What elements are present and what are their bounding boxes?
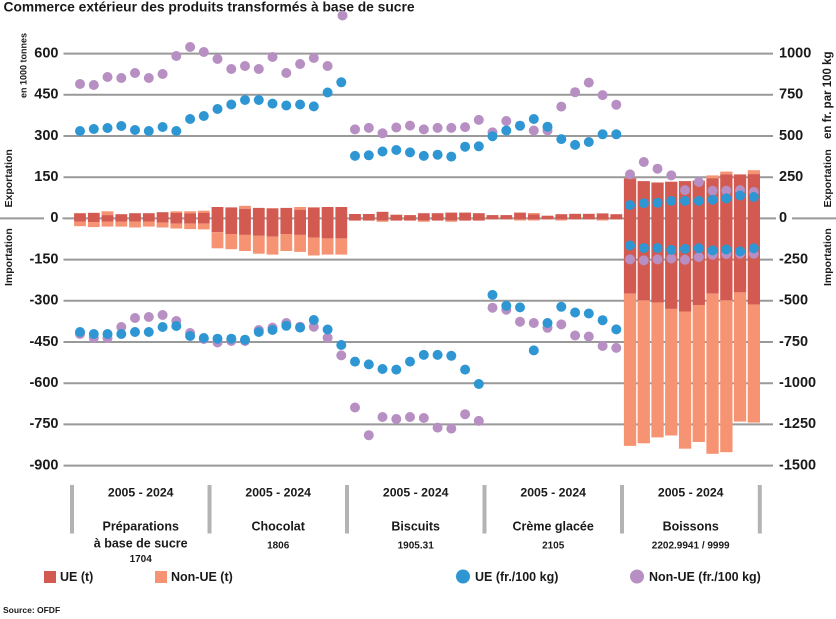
svg-text:-500: -500: [779, 293, 808, 309]
svg-text:Commerce extérieur des produit: Commerce extérieur des produits transfor…: [4, 0, 415, 15]
svg-text:Chocolat: Chocolat: [251, 520, 305, 534]
svg-text:en fr. par 100 kg: en fr. par 100 kg: [822, 51, 834, 139]
svg-text:en 1000 tonnes: en 1000 tonnes: [19, 33, 29, 98]
svg-text:1806: 1806: [267, 541, 290, 552]
svg-text:2005 - 2024: 2005 - 2024: [245, 486, 311, 500]
svg-text:-450: -450: [29, 334, 58, 350]
svg-text:Exportation: Exportation: [822, 149, 834, 207]
svg-text:-1500: -1500: [779, 457, 816, 473]
svg-text:-300: -300: [29, 293, 58, 309]
svg-text:-1000: -1000: [779, 375, 816, 391]
svg-text:à base de sucre: à base de sucre: [94, 536, 188, 550]
svg-text:2105: 2105: [542, 541, 565, 552]
svg-text:Importation: Importation: [3, 228, 15, 286]
svg-text:-750: -750: [29, 416, 58, 432]
svg-text:150: 150: [34, 169, 58, 185]
svg-text:2005 - 2024: 2005 - 2024: [658, 486, 724, 500]
svg-text:1905.31: 1905.31: [398, 541, 435, 552]
svg-text:0: 0: [779, 210, 787, 226]
svg-text:600: 600: [34, 45, 58, 61]
svg-text:0: 0: [50, 210, 58, 226]
svg-text:-600: -600: [29, 375, 58, 391]
svg-text:-250: -250: [779, 251, 808, 267]
svg-text:500: 500: [779, 128, 803, 144]
svg-text:UE (t): UE (t): [60, 570, 93, 584]
svg-text:2202.9941 / 9999: 2202.9941 / 9999: [652, 541, 730, 552]
svg-text:1704: 1704: [130, 554, 153, 565]
svg-text:Exportation: Exportation: [3, 149, 15, 207]
svg-text:Boissons: Boissons: [663, 520, 719, 534]
svg-text:2005 - 2024: 2005 - 2024: [383, 486, 449, 500]
svg-text:-150: -150: [29, 251, 58, 267]
svg-text:Importation: Importation: [822, 228, 834, 286]
svg-text:Biscuits: Biscuits: [391, 520, 440, 534]
svg-text:-1250: -1250: [779, 416, 816, 432]
svg-text:UE (fr./100 kg): UE (fr./100 kg): [475, 570, 558, 584]
svg-text:300: 300: [34, 128, 58, 144]
svg-text:Crème glacée: Crème glacée: [513, 520, 594, 534]
svg-text:750: 750: [779, 87, 803, 103]
svg-text:250: 250: [779, 169, 803, 185]
svg-text:2005 - 2024: 2005 - 2024: [520, 486, 586, 500]
svg-text:1000: 1000: [779, 45, 811, 61]
svg-text:Source: OFDF: Source: OFDF: [3, 605, 60, 615]
svg-text:450: 450: [34, 87, 58, 103]
svg-text:Préparations: Préparations: [102, 520, 178, 534]
svg-text:Non-UE (t): Non-UE (t): [171, 570, 233, 584]
svg-text:-750: -750: [779, 334, 808, 350]
svg-text:-900: -900: [29, 457, 58, 473]
svg-text:2005 - 2024: 2005 - 2024: [108, 486, 174, 500]
svg-text:Non-UE (fr./100 kg): Non-UE (fr./100 kg): [649, 570, 761, 584]
